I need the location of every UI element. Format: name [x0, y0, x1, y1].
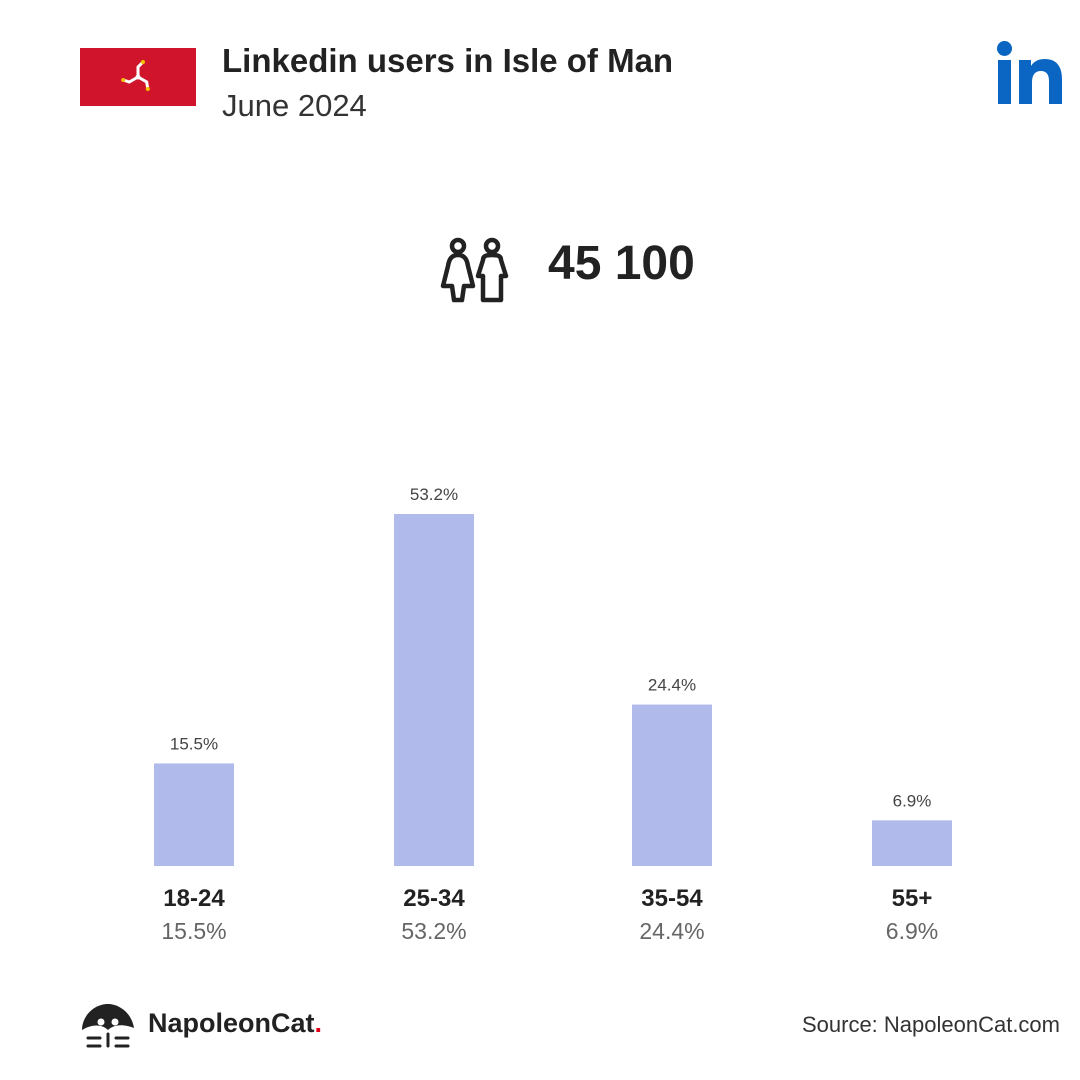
- brand-text: NapoleonCat: [148, 1008, 315, 1038]
- brand-name: NapoleonCat.: [148, 1008, 322, 1039]
- bar-value-label: 24.4%: [648, 676, 696, 695]
- users-icon: [440, 237, 509, 303]
- category-percent-label: 15.5%: [161, 918, 226, 944]
- bar-18-24: [154, 763, 234, 866]
- category-label: 25-34: [403, 885, 465, 912]
- source-text: Source: NapoleonCat.com: [801, 1012, 1060, 1037]
- napoleoncat-logo-icon: [82, 1004, 134, 1048]
- category-label: 18-24: [163, 885, 225, 912]
- bar-value-label: 53.2%: [410, 485, 458, 504]
- bar-35-54: [632, 704, 712, 866]
- bar-value-label: 15.5%: [170, 734, 218, 753]
- bar-55+: [872, 820, 952, 866]
- linkedin-icon: [997, 41, 1062, 104]
- triskelion-icon: [121, 60, 150, 91]
- bar-25-34: [394, 514, 474, 866]
- category-percent-label: 53.2%: [401, 918, 466, 944]
- category-percent-label: 24.4%: [639, 918, 704, 944]
- brand-dot: .: [314, 1008, 323, 1038]
- isle-of-man-flag: [80, 48, 196, 106]
- category-label: 55+: [892, 885, 933, 912]
- page-title: Linkedin users in Isle of Man: [222, 42, 674, 79]
- category-percent-label: 6.9%: [886, 918, 938, 944]
- category-label: 35-54: [641, 885, 703, 912]
- bar-value-label: 6.9%: [893, 791, 932, 810]
- page-subtitle: June 2024: [222, 88, 367, 123]
- total-users: 45 100: [548, 237, 695, 290]
